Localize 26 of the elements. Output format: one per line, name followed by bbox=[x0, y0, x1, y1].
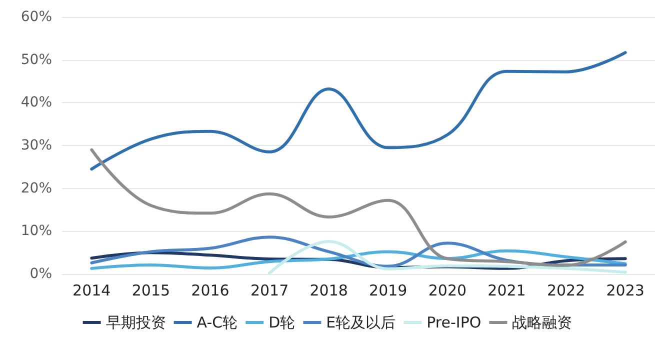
x-tick-label: 2019 bbox=[369, 282, 408, 300]
x-tick-label: 2020 bbox=[428, 282, 467, 300]
y-tick-label: 50% bbox=[20, 52, 52, 68]
legend-label: Pre-IPO bbox=[426, 314, 482, 332]
x-tick-label: 2015 bbox=[132, 282, 170, 300]
x-tick-label: 2023 bbox=[606, 282, 644, 300]
legend-label: 早期投资 bbox=[106, 314, 166, 332]
y-tick-label: 30% bbox=[20, 138, 52, 154]
x-tick-label: 2021 bbox=[488, 282, 526, 300]
x-tick-label: 2014 bbox=[72, 282, 111, 300]
legend-label: D轮 bbox=[268, 314, 296, 332]
x-tick-label: 2018 bbox=[310, 282, 348, 300]
y-tick-label: 60% bbox=[20, 9, 52, 25]
x-tick-label: 2016 bbox=[191, 282, 230, 300]
y-tick-label: 40% bbox=[20, 94, 52, 111]
line-series bbox=[268, 240, 627, 275]
line-series bbox=[90, 148, 627, 267]
x-tick-label: 2022 bbox=[546, 282, 586, 300]
legend-label: 战略融资 bbox=[512, 314, 572, 332]
y-tick-label: 0% bbox=[30, 266, 52, 282]
line-series bbox=[90, 51, 627, 171]
y-tick-label: 10% bbox=[20, 223, 52, 240]
x-tick-label: 2017 bbox=[250, 282, 289, 300]
y-tick-label: 20% bbox=[20, 180, 52, 196]
legend-label: E轮及以后 bbox=[326, 314, 396, 332]
legend-label: A-C轮 bbox=[196, 314, 238, 332]
